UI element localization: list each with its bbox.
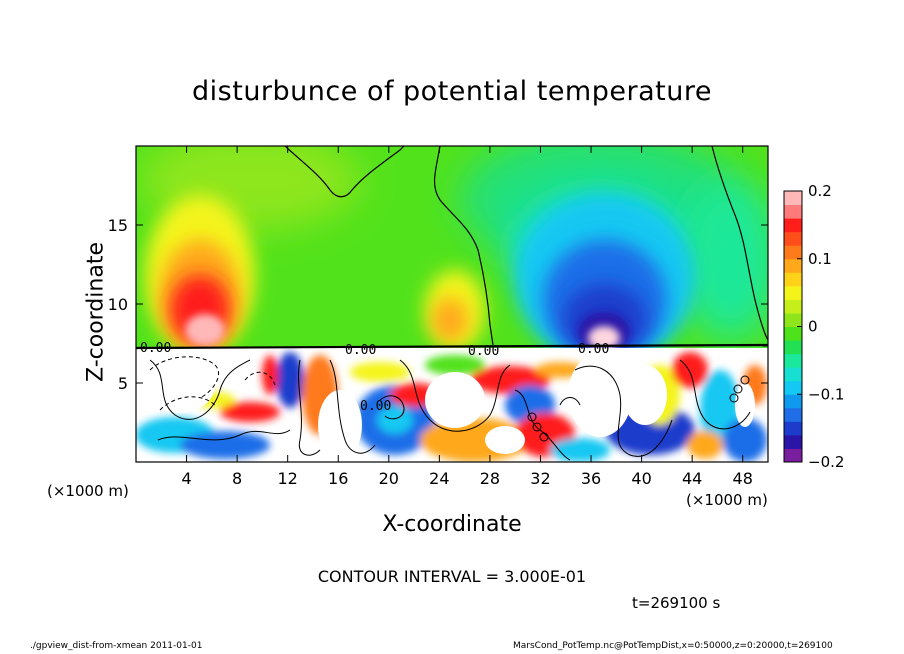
colorbar-swatch bbox=[784, 231, 802, 246]
x-unit-left: (×1000 m) bbox=[47, 482, 129, 500]
x-tick-label: 32 bbox=[530, 469, 550, 488]
x-tick-label: 4 bbox=[181, 469, 191, 488]
colorbar-swatch bbox=[784, 448, 802, 463]
y-tick-label: 15 bbox=[108, 216, 128, 235]
x-tick-label: 48 bbox=[733, 469, 753, 488]
colorbar-swatch bbox=[784, 353, 802, 368]
y-axis: 5 10 15 bbox=[108, 216, 768, 393]
colorbar-swatch bbox=[784, 204, 802, 219]
contour-label: 0.00 bbox=[140, 341, 171, 356]
colorbar-swatch bbox=[784, 245, 802, 260]
contour-label: 0.00 bbox=[468, 344, 499, 359]
y-tick-label: 10 bbox=[108, 295, 128, 314]
colorbar-swatch bbox=[784, 218, 802, 233]
colorbar-swatch bbox=[784, 312, 802, 327]
colorbar-swatch bbox=[784, 380, 802, 395]
y-tick-label: 5 bbox=[118, 374, 128, 393]
x-axis-label: X-coordinate bbox=[382, 512, 522, 537]
footer-left: ./gpview_dist-from-xmean 2011-01-01 bbox=[30, 641, 203, 651]
x-axis: 4 8 12 16 20 24 28 32 36 40 44 48 bbox=[181, 146, 753, 488]
x-tick-label: 8 bbox=[232, 469, 242, 488]
colorbar-tick-label: 0.1 bbox=[808, 250, 832, 268]
time-label: t=269100 s bbox=[632, 594, 721, 612]
colorbar-swatch bbox=[784, 326, 802, 341]
colorbar-swatch bbox=[784, 258, 802, 273]
x-tick-label: 16 bbox=[328, 469, 348, 488]
x-tick-label: 44 bbox=[682, 469, 702, 488]
colorbar-tick-label: −0.2 bbox=[808, 453, 844, 471]
colorbar-tick-label: 0.2 bbox=[808, 182, 832, 200]
colorbar-swatch bbox=[784, 367, 802, 382]
colorbar-swatch bbox=[784, 340, 802, 355]
contour-label: 0.00 bbox=[345, 343, 376, 358]
colorbar-swatch bbox=[784, 434, 802, 449]
x-tick-label: 20 bbox=[379, 469, 399, 488]
x-tick-label: 36 bbox=[581, 469, 601, 488]
x-tick-label: 12 bbox=[278, 469, 298, 488]
colorbar-swatch bbox=[784, 394, 802, 409]
x-tick-label: 28 bbox=[480, 469, 500, 488]
contour-label: 0.00 bbox=[578, 342, 609, 357]
colorbar-tick-label: −0.1 bbox=[808, 385, 844, 403]
colorbar: 0.2 0.1 0 −0.1 −0.2 bbox=[783, 182, 844, 471]
x-unit-right: (×1000 m) bbox=[686, 491, 768, 509]
footer-right: MarsCond_PotTemp.nc@PotTempDist,x=0:5000… bbox=[513, 641, 833, 651]
colorbar-tick-label: 0 bbox=[808, 318, 818, 336]
x-tick-label: 40 bbox=[631, 469, 651, 488]
heatmap-field bbox=[136, 146, 768, 462]
x-tick-label: 24 bbox=[429, 469, 449, 488]
colorbar-swatch bbox=[784, 421, 802, 436]
colorbar-swatch bbox=[784, 272, 802, 287]
colorbar-swatch bbox=[784, 407, 802, 422]
y-axis-label: Z-coordinate bbox=[83, 242, 109, 382]
contour-label: 0.00 bbox=[360, 399, 391, 414]
colorbar-swatch bbox=[784, 191, 802, 206]
contour-interval-label: CONTOUR INTERVAL = 3.000E-01 bbox=[317, 567, 587, 586]
colorbar-swatch bbox=[784, 285, 802, 300]
colorbar-swatch bbox=[784, 299, 802, 314]
chart-title: disturbunce of potential temperature bbox=[192, 76, 712, 107]
